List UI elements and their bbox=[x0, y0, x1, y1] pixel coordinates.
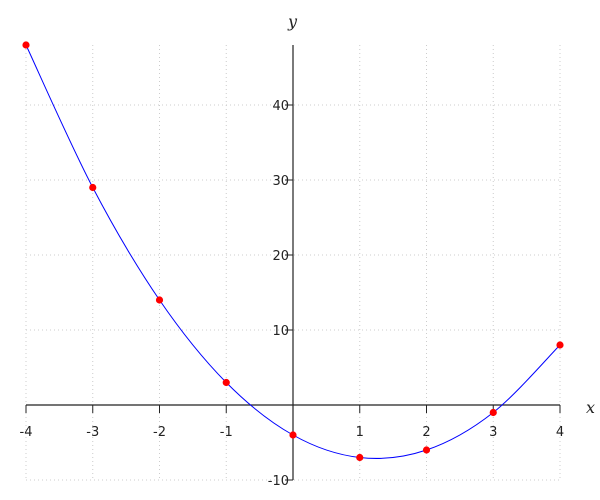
data-point bbox=[489, 408, 497, 417]
x-tick-label: 4 bbox=[556, 425, 564, 440]
data-point bbox=[422, 446, 431, 454]
ticks: -4 -3 -2 -1 1 2 3 4 -10 10 20 30 40 bbox=[20, 99, 565, 489]
data-point bbox=[22, 41, 30, 49]
y-tick-label: 10 bbox=[272, 324, 289, 339]
x-tick-label: -3 bbox=[86, 425, 99, 440]
data-point bbox=[89, 183, 97, 192]
x-tick-label: -1 bbox=[220, 425, 233, 440]
data-point bbox=[289, 431, 297, 439]
x-tick-label: -2 bbox=[153, 425, 166, 440]
x-axis-label: x bbox=[586, 398, 595, 417]
data-point bbox=[556, 341, 564, 349]
data-point bbox=[356, 453, 364, 462]
data-point bbox=[155, 296, 164, 304]
x-tick-label: -4 bbox=[20, 425, 33, 440]
y-axis-label: y bbox=[287, 12, 298, 31]
data-point bbox=[222, 378, 230, 387]
series-curve bbox=[25, 44, 561, 459]
y-tick-label: 30 bbox=[272, 174, 289, 189]
x-tick-label: 2 bbox=[422, 425, 430, 440]
data-points bbox=[22, 41, 564, 462]
y-tick-label: 20 bbox=[272, 249, 289, 264]
x-tick-label: 1 bbox=[356, 425, 364, 440]
y-tick-label: -10 bbox=[268, 474, 289, 489]
y-tick-label: 40 bbox=[272, 99, 289, 114]
x-tick-label: 3 bbox=[489, 425, 497, 440]
axes bbox=[26, 45, 560, 480]
grid bbox=[25, 45, 561, 481]
